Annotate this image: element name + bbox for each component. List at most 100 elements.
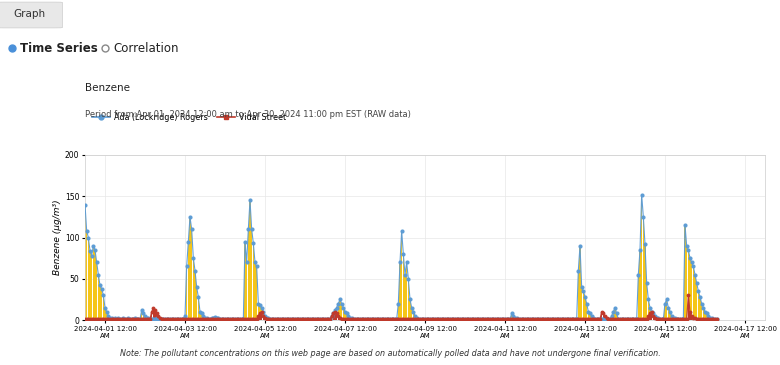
Bar (128, 318, 129, 320)
Bar (694, 318, 696, 320)
Bar (246, 262, 247, 320)
Bar (154, 310, 156, 320)
Bar (668, 308, 669, 320)
Bar (153, 308, 154, 320)
Bar (587, 312, 589, 320)
Bar (256, 266, 257, 320)
Bar (344, 312, 346, 320)
Bar (690, 312, 691, 320)
Bar (654, 318, 656, 320)
Bar (593, 318, 594, 320)
Bar (336, 314, 338, 320)
Bar (580, 246, 581, 320)
Bar (401, 231, 402, 320)
Bar (184, 316, 186, 320)
Bar (603, 314, 604, 320)
Bar (411, 308, 413, 320)
Bar (203, 316, 204, 320)
Bar (644, 244, 646, 320)
Bar (216, 318, 218, 320)
Bar (584, 297, 586, 320)
Bar (257, 316, 259, 320)
Bar (691, 262, 693, 320)
Bar (616, 314, 618, 320)
Bar (199, 312, 200, 320)
Bar (703, 308, 704, 320)
Bar (342, 308, 344, 320)
Bar (122, 318, 124, 320)
Bar (206, 318, 207, 320)
Bar (693, 266, 694, 320)
Bar (218, 318, 219, 320)
Bar (159, 318, 161, 320)
Bar (257, 304, 259, 320)
Bar (653, 316, 654, 320)
FancyBboxPatch shape (0, 2, 62, 28)
Bar (156, 314, 158, 320)
Bar (244, 242, 246, 320)
Bar (511, 314, 512, 320)
Bar (653, 314, 654, 320)
Bar (654, 316, 656, 320)
Bar (190, 217, 191, 320)
Bar (658, 318, 659, 320)
Bar (697, 291, 699, 320)
Bar (701, 304, 703, 320)
Bar (266, 318, 268, 320)
Bar (611, 316, 612, 320)
Bar (606, 318, 608, 320)
Bar (193, 258, 194, 320)
Text: Note: The pollutant concentrations on this web page are based on automatically p: Note: The pollutant concentrations on th… (119, 349, 661, 358)
Bar (84, 204, 86, 320)
Text: Correlation: Correlation (113, 42, 179, 54)
Bar (331, 316, 332, 320)
Bar (253, 243, 254, 320)
Bar (688, 250, 689, 320)
Bar (111, 318, 112, 320)
Bar (637, 274, 639, 320)
Bar (89, 251, 90, 320)
Bar (264, 318, 266, 320)
Bar (711, 318, 712, 320)
Bar (144, 316, 146, 320)
Bar (406, 262, 407, 320)
Bar (709, 318, 711, 320)
Bar (87, 238, 89, 320)
Bar (706, 314, 707, 320)
Text: Benzene: Benzene (85, 83, 130, 93)
Bar (514, 318, 516, 320)
Bar (351, 318, 353, 320)
Bar (666, 299, 668, 320)
Bar (261, 308, 262, 320)
Bar (649, 314, 651, 320)
Bar (693, 318, 694, 320)
Text: Time Series: Time Series (20, 42, 98, 54)
Bar (399, 262, 401, 320)
Bar (694, 274, 696, 320)
Bar (103, 295, 104, 320)
Bar (114, 318, 115, 320)
Bar (656, 318, 658, 320)
Bar (194, 270, 196, 320)
Bar (338, 316, 339, 320)
Bar (688, 295, 689, 320)
Bar (690, 258, 691, 320)
Bar (341, 304, 342, 320)
Bar (410, 299, 411, 320)
Bar (191, 229, 193, 320)
Bar (649, 308, 651, 320)
Bar (339, 318, 341, 320)
Bar (263, 312, 264, 320)
Bar (665, 304, 666, 320)
Bar (105, 308, 106, 320)
Bar (586, 304, 587, 320)
Bar (336, 308, 338, 320)
Bar (651, 312, 652, 320)
Bar (583, 291, 584, 320)
Bar (651, 312, 652, 320)
Bar (346, 314, 347, 320)
Bar (413, 312, 414, 320)
Bar (263, 316, 264, 320)
Text: Report: Report (75, 9, 109, 19)
Bar (141, 310, 143, 320)
